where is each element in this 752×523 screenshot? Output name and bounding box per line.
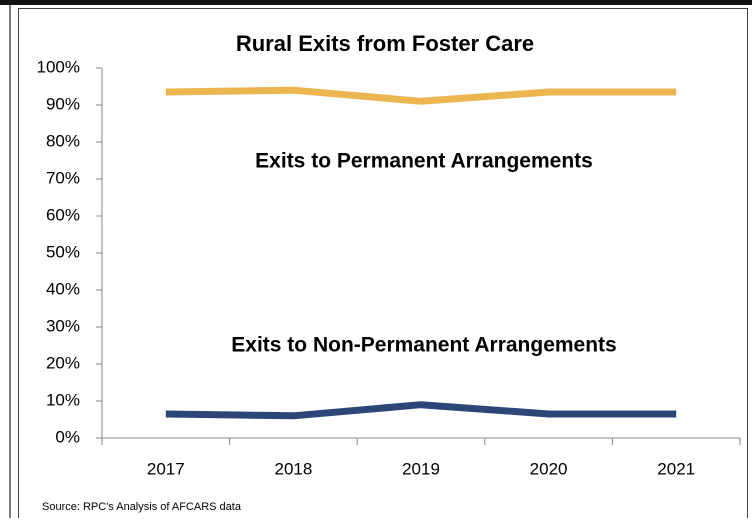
chart-frame	[18, 8, 748, 523]
series-line	[165, 401, 677, 420]
top-band	[0, 0, 752, 5]
series-annotation: Exits to Permanent Arrangements	[255, 150, 593, 173]
y-tick-label: 10%	[46, 390, 80, 409]
y-tick-label: 80%	[46, 131, 80, 150]
source-note: Source: RPC's Analysis of AFCARS data	[42, 501, 242, 513]
series-line	[165, 86, 677, 105]
y-tick-label: 100%	[37, 57, 80, 76]
y-tick-label: 20%	[46, 353, 80, 372]
series-annotation: Exits to Non-Permanent Arrangements	[231, 334, 616, 357]
x-tick-label: 2020	[530, 459, 568, 478]
y-tick-label: 30%	[46, 316, 80, 335]
y-tick-label: 50%	[46, 242, 80, 261]
y-tick-label: 60%	[46, 205, 80, 224]
x-tick-label: 2021	[657, 459, 695, 478]
x-tick-label: 2017	[147, 459, 185, 478]
x-tick-label: 2019	[402, 459, 440, 478]
x-tick-label: 2018	[274, 459, 312, 478]
y-tick-label: 0%	[55, 427, 80, 446]
y-tick-label: 90%	[46, 94, 80, 113]
y-tick-label: 40%	[46, 279, 80, 298]
y-tick-label: 70%	[46, 168, 80, 187]
chart-title: Rural Exits from Foster Care	[236, 31, 534, 56]
